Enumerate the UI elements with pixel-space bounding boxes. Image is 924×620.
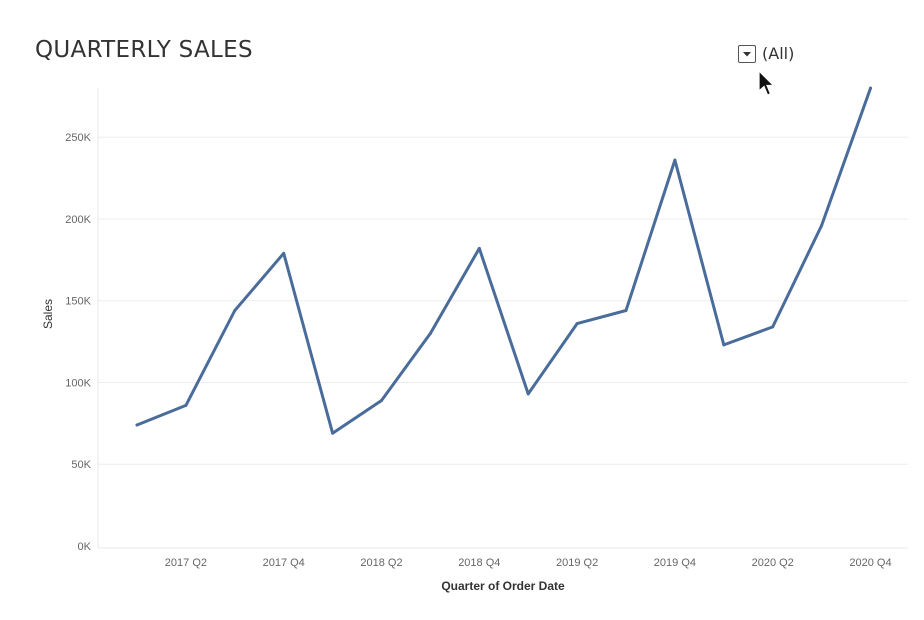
y-tick-label: 150K (65, 296, 91, 308)
data-point (135, 423, 139, 427)
data-point (869, 86, 872, 90)
x-tick-label: 2018 Q4 (458, 557, 500, 569)
y-axis-ticks: 0K 50K 100K 150K 200K 250K (65, 132, 91, 553)
x-tick-label: 2019 Q4 (654, 557, 696, 569)
series-line (135, 86, 872, 435)
x-axis-ticks: 2017 Q2 2017 Q4 2018 Q2 2018 Q4 2019 Q2 2019 … (165, 557, 892, 569)
x-tick-label: 2020 Q2 (752, 557, 794, 569)
data-point (624, 309, 628, 313)
data-point (282, 251, 286, 255)
data-point (233, 309, 237, 313)
y-tick-label: 0K (78, 541, 92, 553)
quarter-filter-dropdown[interactable]: (All) (738, 44, 794, 63)
gridlines (98, 136, 908, 465)
data-point (575, 322, 579, 326)
mouse-pointer-icon (758, 69, 776, 102)
y-tick-label: 50K (71, 459, 91, 471)
data-point (722, 343, 726, 347)
y-tick-label: 250K (65, 132, 91, 144)
x-tick-label: 2019 Q2 (556, 557, 598, 569)
x-tick-label: 2018 Q2 (360, 557, 402, 569)
data-point (428, 331, 432, 335)
dropdown-arrow-icon[interactable] (738, 44, 756, 63)
filter-value: (All) (762, 44, 795, 63)
sales-series (135, 86, 872, 435)
y-axis-label: Sales (41, 299, 55, 329)
data-point (331, 431, 335, 435)
data-point (526, 392, 530, 396)
data-point (477, 246, 481, 250)
x-tick-label: 2017 Q2 (165, 557, 207, 569)
y-tick-label: 200K (65, 214, 91, 226)
x-tick-label: 2017 Q4 (263, 557, 305, 569)
data-point (673, 158, 677, 162)
data-point (820, 224, 824, 228)
chart-title: QUARTERLY SALES (35, 37, 253, 63)
data-point (184, 403, 188, 407)
data-point (771, 325, 775, 329)
x-axis-label: Quarter of Order Date (441, 579, 565, 593)
x-tick-label: 2020 Q4 (849, 557, 891, 569)
y-tick-label: 100K (65, 377, 91, 389)
data-point (380, 398, 383, 402)
